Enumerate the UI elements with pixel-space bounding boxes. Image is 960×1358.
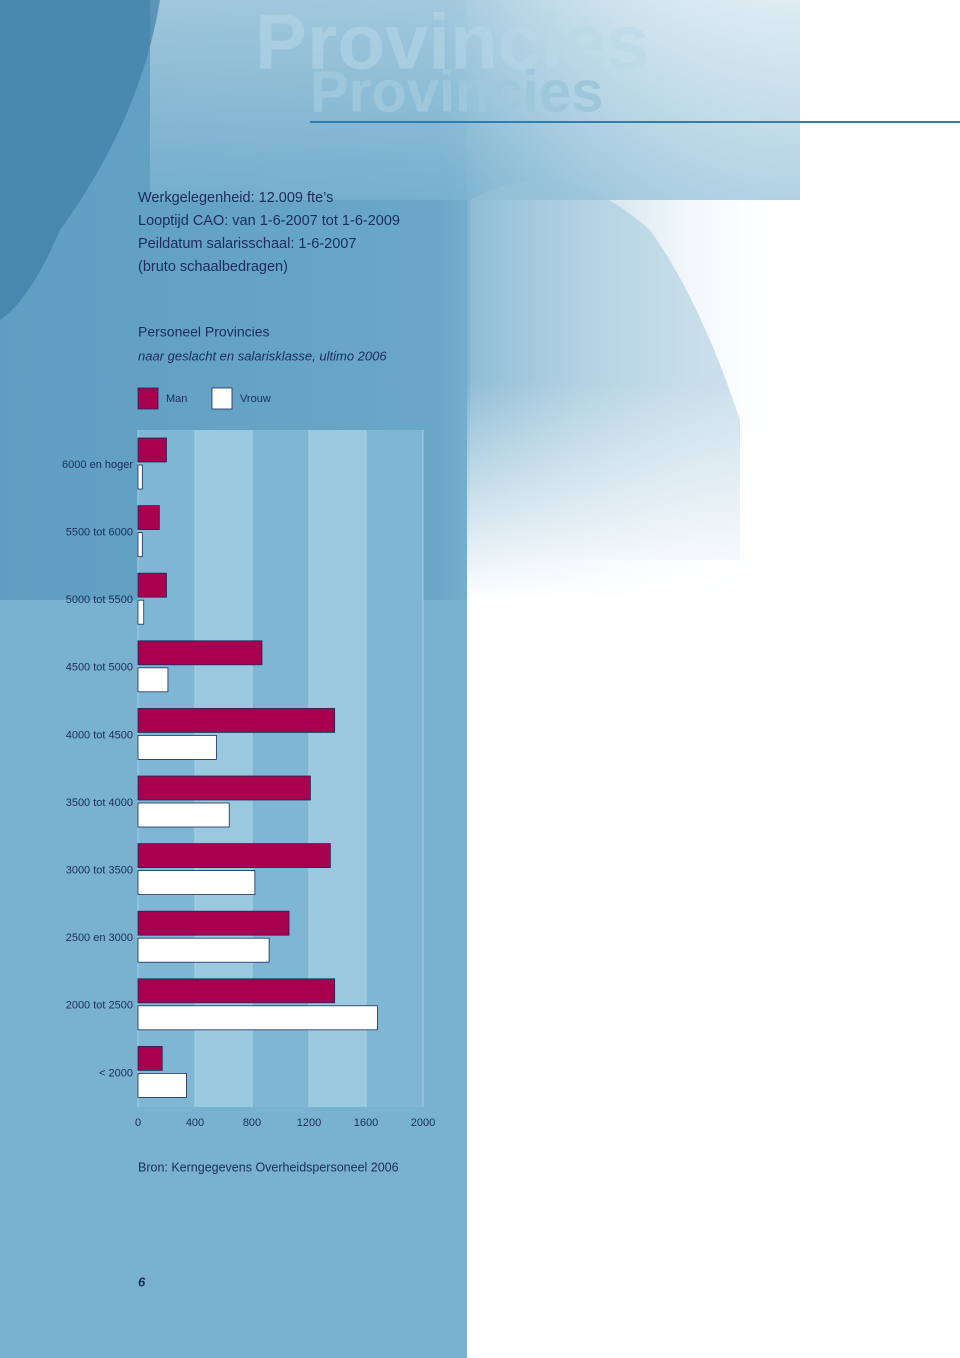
- x-tick-label: 800: [243, 1117, 261, 1129]
- bar: [137, 640, 263, 666]
- x-tick-label: 2000: [411, 1117, 435, 1129]
- x-tick-label: 1600: [354, 1117, 378, 1129]
- y-tick-label: 5000 tot 5500: [66, 594, 133, 606]
- page-number: 6: [138, 1274, 146, 1289]
- legend-swatch: [137, 387, 159, 410]
- bar: [137, 802, 230, 828]
- legend-label: Vrouw: [240, 393, 271, 405]
- ghost-title: Provincies: [255, 0, 650, 86]
- fact: Looptijd CAO: van 1-6-2007 tot 1-6-2009: [138, 213, 400, 229]
- fact: Werkgelegenheid: 12.009 fte’s: [138, 190, 333, 206]
- bar: [137, 937, 270, 963]
- y-tick-label: < 2000: [99, 1067, 133, 1079]
- bar: [137, 708, 336, 733]
- bar: [137, 1046, 163, 1071]
- bar: [137, 735, 217, 760]
- bar: [137, 599, 145, 625]
- y-tick-label: 3000 tot 3500: [66, 865, 133, 877]
- grid-stripe: [366, 430, 423, 1107]
- photo-fade: [467, 380, 867, 600]
- photo-sky: [150, 0, 800, 200]
- bar: [137, 1005, 378, 1031]
- chart-title: Personeel Provincies: [138, 324, 270, 340]
- legend-label: Man: [166, 393, 187, 405]
- right-blank: [467, 600, 960, 1358]
- y-tick-label: 5500 tot 6000: [66, 527, 133, 539]
- bar: [137, 843, 331, 868]
- page-title: Provincies: [310, 59, 603, 124]
- bar: [137, 1073, 187, 1098]
- bar: [137, 978, 336, 1004]
- bar: [137, 667, 169, 693]
- bar: [137, 775, 311, 801]
- chart: 0 400 800 1200 1600 2000 Man Vrouw 6000 en hoger…: [62, 387, 435, 1129]
- chart-subtitle: naar geslacht en salarisklasse, ultimo 2…: [138, 348, 387, 363]
- bar: [137, 572, 167, 598]
- fact: Peildatum salarisschaal: 1-6-2007: [138, 236, 356, 252]
- y-tick-label: 6000 en hoger: [62, 459, 133, 471]
- y-tick-label: 2500 en 3000: [66, 932, 133, 944]
- x-tick-label: 400: [186, 1117, 204, 1129]
- source: Bron: Kerngegevens Overheidspersoneel 20…: [138, 1160, 399, 1174]
- bar: [137, 437, 167, 463]
- bar: [137, 910, 290, 936]
- x-tick-label: 1200: [297, 1117, 321, 1129]
- y-tick-label: 4500 tot 5000: [66, 662, 133, 674]
- y-tick-label: 4000 tot 4500: [66, 729, 133, 741]
- x-tick-label: 0: [135, 1117, 141, 1129]
- y-tick-label: 2000 tot 2500: [66, 1000, 133, 1012]
- bar: [137, 464, 143, 490]
- bar: [137, 532, 143, 557]
- y-tick-label: 3500 tot 4000: [66, 797, 133, 809]
- bar: [137, 870, 256, 895]
- photo-tree: [0, 0, 160, 320]
- legend-swatch: [211, 387, 233, 410]
- bar: [137, 505, 160, 531]
- fact: (bruto schaalbedragen): [138, 259, 288, 275]
